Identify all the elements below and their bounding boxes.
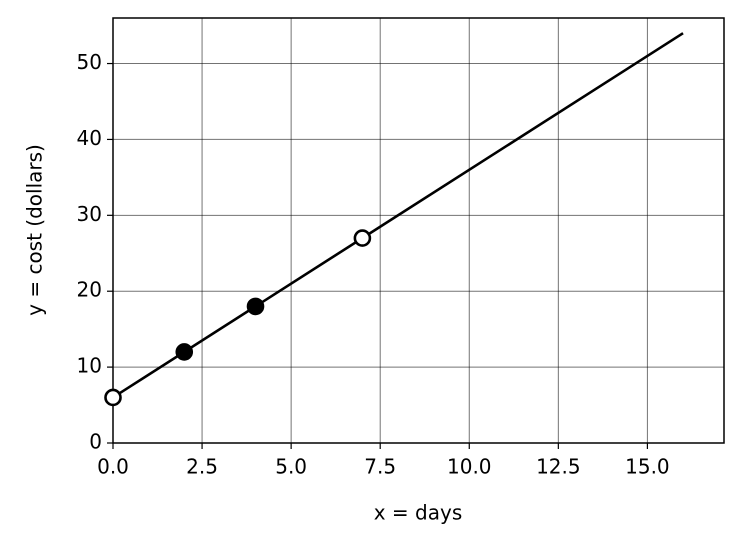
x-tick-label: 15.0 — [625, 455, 670, 479]
x-tick-label: 7.5 — [364, 455, 396, 479]
x-axis-label: x = days — [374, 501, 463, 525]
y-tick-label: 40 — [77, 126, 102, 150]
point — [104, 388, 122, 407]
line — [112, 32, 684, 399]
y-tick-label: 10 — [77, 354, 102, 378]
point — [175, 343, 194, 361]
y-tick-label: 30 — [77, 202, 102, 226]
x-tick-label: 0.0 — [97, 455, 129, 479]
x-tick-label: 2.5 — [186, 455, 218, 479]
y-axis-label: y = cost (dollars) — [23, 144, 47, 316]
y-tick-label: 20 — [77, 278, 102, 302]
plot-frame — [112, 17, 725, 444]
point — [246, 297, 265, 316]
x-tick-label: 5.0 — [275, 455, 307, 479]
y-tick-label: 0 — [89, 430, 102, 454]
x-tick-label: 12.5 — [536, 455, 581, 479]
y-tick-label: 50 — [77, 50, 102, 74]
point — [353, 229, 372, 247]
x-tick-label: 10.0 — [447, 455, 492, 479]
